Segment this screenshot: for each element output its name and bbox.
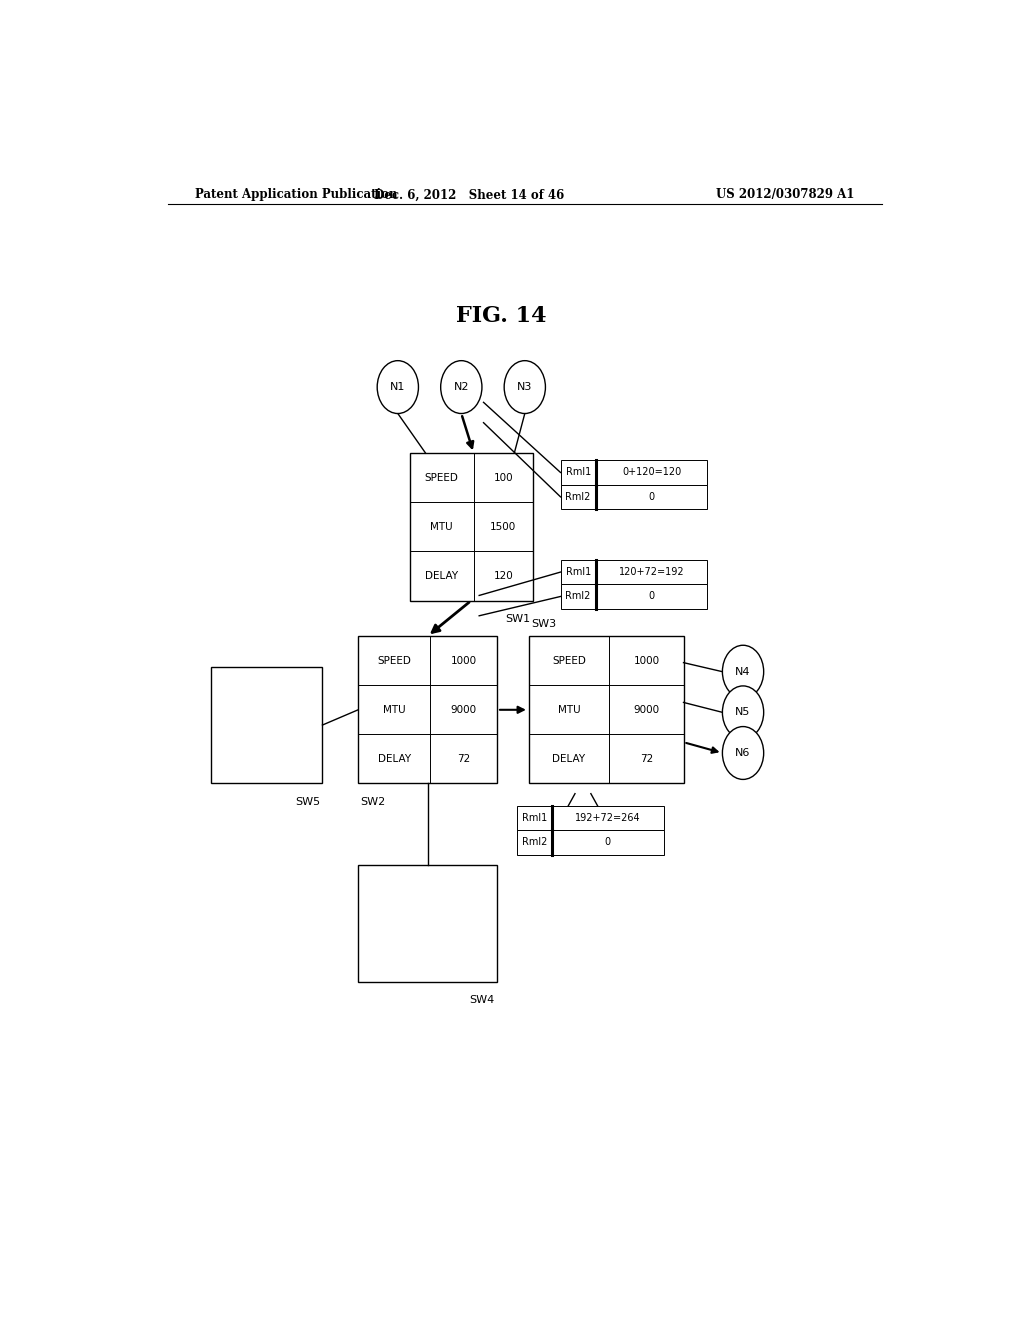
- Text: Rml1: Rml1: [565, 467, 591, 478]
- Text: MTU: MTU: [558, 705, 581, 715]
- Circle shape: [504, 360, 546, 413]
- Text: DELAY: DELAY: [552, 754, 586, 764]
- Bar: [596, 484, 708, 510]
- Text: 100: 100: [494, 473, 513, 483]
- Bar: [211, 667, 323, 784]
- Bar: [552, 805, 664, 830]
- Text: 192+72=264: 192+72=264: [575, 813, 641, 824]
- Circle shape: [722, 686, 764, 739]
- Text: 1000: 1000: [633, 656, 659, 665]
- Text: SW4: SW4: [469, 995, 495, 1005]
- Text: SW5: SW5: [295, 797, 321, 807]
- Text: DELAY: DELAY: [378, 754, 411, 764]
- Bar: [410, 453, 532, 601]
- Bar: [596, 585, 708, 609]
- Text: N4: N4: [735, 667, 751, 677]
- Text: 120: 120: [494, 572, 513, 581]
- Text: N2: N2: [454, 381, 469, 392]
- Text: Rml1: Rml1: [522, 813, 547, 824]
- Text: Dec. 6, 2012   Sheet 14 of 46: Dec. 6, 2012 Sheet 14 of 46: [374, 189, 564, 202]
- Text: SW1: SW1: [505, 614, 530, 624]
- Text: Rml2: Rml2: [522, 837, 547, 847]
- Circle shape: [722, 645, 764, 698]
- Text: SPEED: SPEED: [425, 473, 459, 483]
- Text: 72: 72: [457, 754, 470, 764]
- Bar: [358, 865, 497, 982]
- Text: SW3: SW3: [531, 619, 556, 630]
- Text: 9000: 9000: [633, 705, 659, 715]
- Bar: [552, 830, 664, 854]
- Text: MTU: MTU: [383, 705, 406, 715]
- Text: 0: 0: [648, 591, 654, 602]
- Text: 1000: 1000: [451, 656, 477, 665]
- Text: US 2012/0307829 A1: US 2012/0307829 A1: [716, 189, 854, 202]
- Text: N6: N6: [735, 748, 751, 758]
- Text: N5: N5: [735, 708, 751, 717]
- Bar: [560, 585, 596, 609]
- Circle shape: [440, 360, 482, 413]
- Text: 1500: 1500: [490, 521, 516, 532]
- Bar: [560, 484, 596, 510]
- Text: 72: 72: [640, 754, 653, 764]
- Bar: [560, 461, 596, 484]
- Text: SW2: SW2: [360, 797, 386, 807]
- Bar: [560, 560, 596, 585]
- Text: DELAY: DELAY: [425, 572, 459, 581]
- Text: SPEED: SPEED: [377, 656, 412, 665]
- Text: Rml1: Rml1: [565, 568, 591, 577]
- Text: 120+72=192: 120+72=192: [618, 568, 684, 577]
- Text: 0: 0: [648, 492, 654, 502]
- Text: 9000: 9000: [451, 705, 477, 715]
- Text: Rml2: Rml2: [565, 591, 591, 602]
- Bar: [528, 636, 684, 784]
- Text: 0: 0: [605, 837, 611, 847]
- Text: FIG. 14: FIG. 14: [456, 305, 546, 327]
- Bar: [358, 636, 497, 784]
- Text: N1: N1: [390, 381, 406, 392]
- Circle shape: [377, 360, 419, 413]
- Text: Rml2: Rml2: [565, 492, 591, 502]
- Text: Patent Application Publication: Patent Application Publication: [196, 189, 398, 202]
- Bar: [517, 830, 552, 854]
- Text: 0+120=120: 0+120=120: [622, 467, 681, 478]
- Circle shape: [722, 726, 764, 779]
- Text: SPEED: SPEED: [552, 656, 586, 665]
- Bar: [596, 461, 708, 484]
- Text: N3: N3: [517, 381, 532, 392]
- Text: MTU: MTU: [430, 521, 453, 532]
- Bar: [517, 805, 552, 830]
- Bar: [596, 560, 708, 585]
